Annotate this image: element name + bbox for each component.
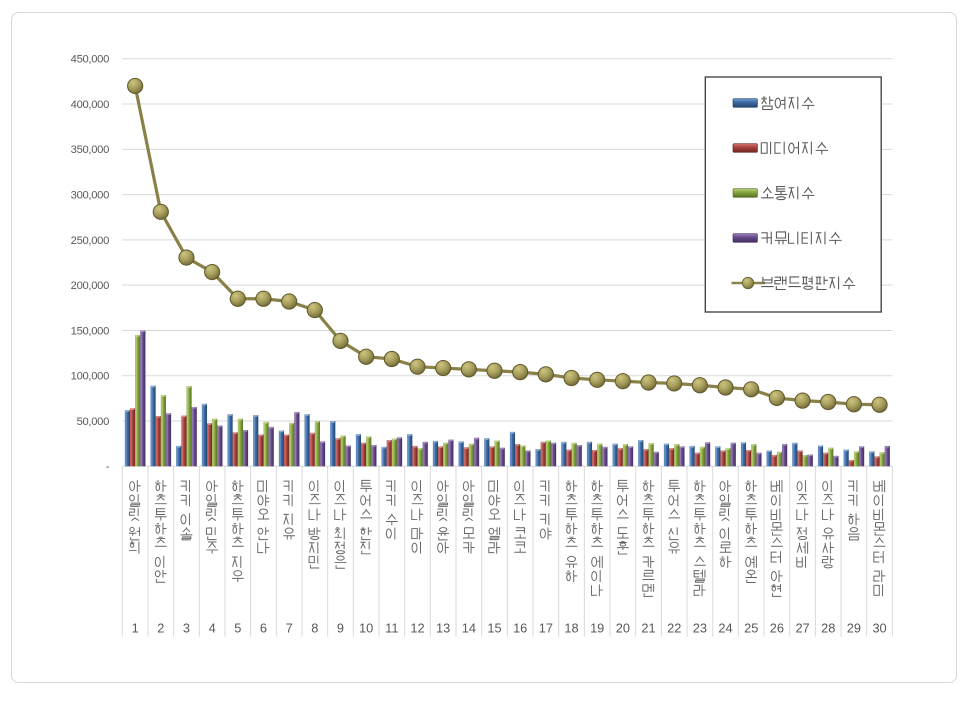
svg-text:15: 15 [487, 621, 501, 636]
svg-text:30: 30 [872, 621, 886, 636]
svg-text:18: 18 [564, 621, 578, 636]
svg-text:11: 11 [385, 621, 398, 636]
svg-text:9: 9 [337, 621, 344, 636]
svg-text:5: 5 [234, 621, 241, 636]
svg-text:16: 16 [513, 621, 527, 636]
svg-text:20: 20 [616, 621, 630, 636]
svg-text:7: 7 [286, 621, 293, 636]
svg-text:27: 27 [795, 621, 809, 636]
svg-text:23: 23 [693, 621, 707, 636]
svg-text:26: 26 [770, 621, 784, 636]
svg-text:200,000: 200,000 [71, 280, 109, 292]
svg-text:24: 24 [718, 621, 732, 636]
svg-text:100,000: 100,000 [71, 371, 109, 383]
svg-text:350,000: 350,000 [71, 144, 109, 156]
svg-text:29: 29 [847, 621, 861, 636]
svg-text:300,000: 300,000 [71, 190, 109, 202]
svg-text:150,000: 150,000 [71, 325, 109, 337]
svg-text:21: 21 [641, 621, 655, 636]
svg-text:28: 28 [821, 621, 835, 636]
svg-text:14: 14 [462, 621, 476, 636]
svg-text:12: 12 [410, 621, 424, 636]
svg-text:6: 6 [260, 621, 267, 636]
svg-text:3: 3 [183, 621, 190, 636]
svg-text:400,000: 400,000 [71, 99, 109, 111]
svg-text:50,000: 50,000 [77, 416, 109, 428]
svg-text:8: 8 [311, 621, 318, 636]
svg-text:1: 1 [132, 621, 139, 636]
svg-text:25: 25 [744, 621, 758, 636]
svg-text:250,000: 250,000 [71, 235, 109, 247]
svg-text:19: 19 [590, 621, 604, 636]
svg-text:-: - [106, 461, 110, 473]
svg-text:10: 10 [359, 621, 373, 636]
svg-text:450,000: 450,000 [71, 54, 109, 66]
svg-text:22: 22 [667, 621, 681, 636]
svg-text:2: 2 [157, 621, 164, 636]
svg-text:17: 17 [539, 621, 553, 636]
svg-text:13: 13 [436, 621, 450, 636]
svg-text:4: 4 [209, 621, 216, 636]
